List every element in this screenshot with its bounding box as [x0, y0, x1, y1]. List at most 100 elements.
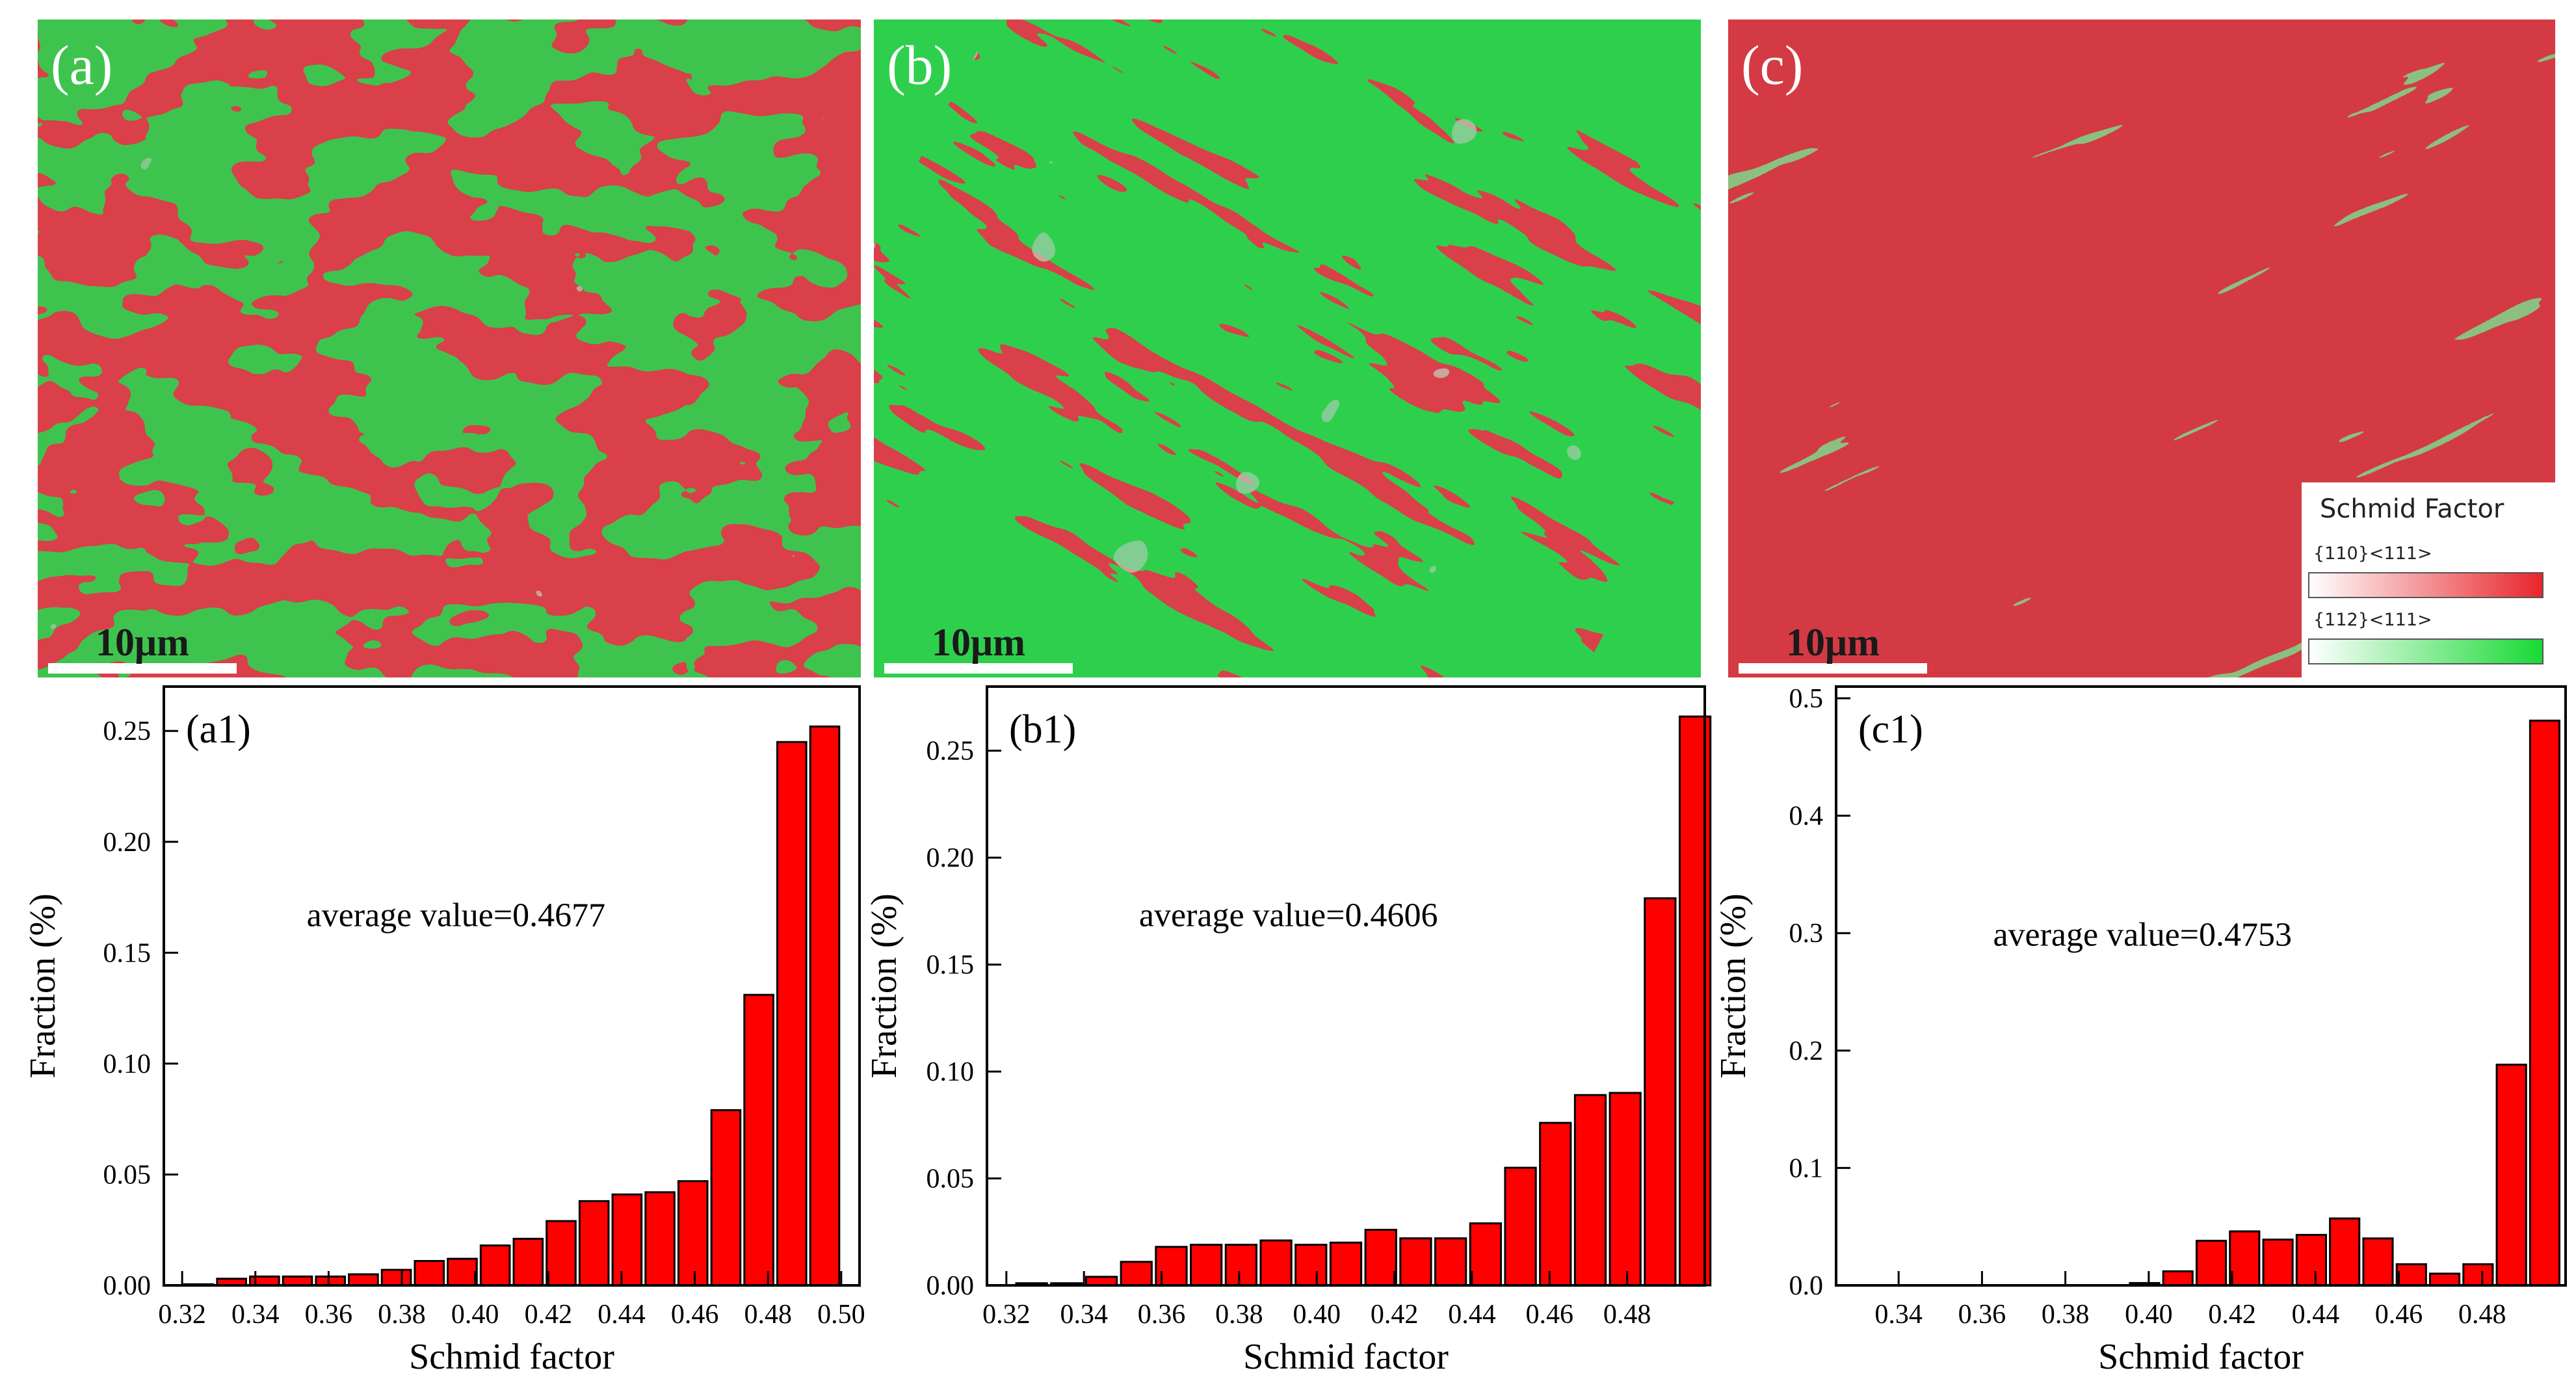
x-tick-label-2: 0.36	[305, 1300, 353, 1330]
y-tick-label-5: 0.25	[927, 737, 975, 767]
bar-15	[1539, 1122, 1572, 1287]
x-tick-label-0: 0.34	[1874, 1300, 1923, 1330]
legend-label-110: {110}<111>	[2313, 544, 2432, 564]
x-tick-label-6: 0.46	[2375, 1300, 2423, 1330]
average-value-annotation: average value=0.4606	[1139, 897, 1438, 934]
bar-18	[776, 741, 808, 1287]
bar-19	[809, 725, 841, 1287]
plot-frame	[986, 685, 1706, 1287]
legend-gradient-110	[2308, 572, 2543, 598]
plot-frame	[1835, 685, 2567, 1287]
x-tick-label-7: 0.46	[1526, 1300, 1574, 1330]
average-value-annotation: average value=0.4677	[307, 897, 606, 934]
map-c-scale-label: 10μm	[1786, 621, 1880, 664]
bar-4	[2262, 1239, 2294, 1287]
bar-7	[1259, 1239, 1293, 1287]
histogram-a1: 0.00 0.05 0.10 0.15 0.20 0.25 0.32 0.34 0.36 0.38…	[0, 683, 865, 1379]
bar-9	[1329, 1241, 1363, 1287]
x-axis-label: Schmid factor	[1243, 1337, 1449, 1377]
histogram-a1-svg: 0.00 0.05 0.10 0.15 0.20 0.25 0.32 0.34 0.36 0.38…	[23, 685, 865, 1377]
bar-12	[578, 1200, 610, 1287]
histogram-c1: 0.0 0.1 0.2 0.3 0.4 0.5 0.34 0.36 0.38 0.40 0.42 0.…	[1713, 683, 2576, 1379]
bar-11	[545, 1220, 577, 1287]
bar-2	[249, 1275, 280, 1287]
y-tick-label-4: 0.4	[1789, 802, 1824, 832]
bar-14	[1504, 1166, 1537, 1287]
x-tick-label-5: 0.44	[2292, 1300, 2340, 1330]
map-c-label: (c)	[1741, 34, 1804, 96]
bar-13	[611, 1193, 643, 1287]
x-tick-label-1: 0.34	[231, 1300, 280, 1330]
y-tick-label-5: 0.25	[103, 716, 151, 746]
bar-16	[710, 1109, 742, 1287]
plot-frame	[163, 685, 861, 1287]
map-a-scale-label: 10μm	[96, 621, 189, 664]
y-tick-label-0: 0.0	[1789, 1271, 1824, 1301]
bar-3	[1120, 1261, 1153, 1287]
y-tick-label-0: 0.00	[103, 1271, 151, 1301]
bar-12	[2529, 719, 2561, 1287]
bar-7	[414, 1259, 445, 1287]
x-axis-label: Schmid factor	[2098, 1337, 2304, 1377]
bar-9	[2429, 1272, 2461, 1287]
bar-10	[1364, 1228, 1397, 1287]
bar-6	[2329, 1217, 2361, 1287]
map-a: (a) 10μm	[38, 20, 861, 677]
bar-17	[1609, 1092, 1642, 1287]
histogram-b1: 0.00 0.05 0.10 0.15 0.20 0.25 0.32 0.34 0.36 0.38…	[864, 683, 1723, 1379]
bar-4	[315, 1275, 347, 1287]
x-tick-label-1: 0.36	[1958, 1300, 2006, 1330]
panel-label: (b1)	[1009, 707, 1076, 752]
x-tick-label-2: 0.36	[1138, 1300, 1186, 1330]
map-a-texture	[38, 20, 861, 677]
x-tick-label-2: 0.38	[2042, 1300, 2090, 1330]
legend-title: Schmid Factor	[2320, 494, 2504, 524]
y-tick-label-0: 0.00	[927, 1271, 975, 1301]
y-tick-label-4: 0.20	[927, 843, 975, 873]
x-tick-label-4: 0.40	[451, 1300, 499, 1330]
x-tick-label-9: 0.50	[817, 1300, 865, 1330]
histogram-c1-svg: 0.0 0.1 0.2 0.3 0.4 0.5 0.34 0.36 0.38 0.40 0.42 0.…	[1713, 684, 2567, 1377]
y-tick-label-1: 0.05	[927, 1164, 975, 1194]
bar-3	[2229, 1230, 2261, 1287]
x-tick-label-8: 0.48	[744, 1300, 792, 1330]
average-value-annotation: average value=0.4753	[1993, 916, 2292, 953]
bar-2	[2195, 1239, 2228, 1287]
bar-5	[1190, 1244, 1223, 1287]
bar-10	[512, 1237, 544, 1287]
x-tick-label-3: 0.38	[1215, 1300, 1263, 1330]
map-c-scale-bar: 10μm	[1739, 623, 1927, 674]
bar-6	[380, 1268, 412, 1287]
bar-10	[2462, 1263, 2494, 1287]
x-tick-label-3: 0.40	[2125, 1300, 2173, 1330]
y-axis-label: Fraction (%)	[1713, 893, 1754, 1079]
x-tick-label-6: 0.44	[1448, 1300, 1496, 1330]
bar-9	[479, 1244, 511, 1287]
map-a-scale-line	[48, 663, 237, 674]
histogram-b1-svg: 0.00 0.05 0.10 0.15 0.20 0.25 0.32 0.34 0.36 0.38…	[864, 685, 1712, 1377]
bar-6	[1224, 1244, 1258, 1287]
x-tick-label-5: 0.42	[1371, 1300, 1419, 1330]
schmid-factor-legend: Schmid Factor {110}<111> {112}<111>	[2302, 482, 2555, 677]
legend-label-112: {112}<111>	[2313, 610, 2432, 630]
map-c-scale-line	[1739, 663, 1927, 674]
map-b-scale-bar: 10μm	[884, 623, 1073, 674]
x-tick-label-0: 0.32	[158, 1300, 206, 1330]
y-tick-label-3: 0.15	[103, 938, 151, 968]
map-b-label: (b)	[887, 34, 953, 96]
bar-3	[282, 1275, 313, 1287]
bar-15	[677, 1180, 709, 1287]
map-b-texture	[874, 20, 1701, 677]
x-tick-label-6: 0.44	[598, 1300, 646, 1330]
bar-5	[2295, 1233, 2327, 1287]
x-tick-label-3: 0.38	[378, 1300, 426, 1330]
bar-8	[447, 1257, 478, 1287]
bar-7	[2362, 1237, 2394, 1287]
bar-8	[1295, 1244, 1328, 1287]
y-axis-label: Fraction (%)	[23, 893, 63, 1079]
y-tick-label-5: 0.5	[1789, 684, 1824, 714]
x-tick-label-0: 0.32	[982, 1300, 1031, 1330]
y-tick-label-3: 0.3	[1789, 919, 1824, 949]
y-tick-label-1: 0.05	[103, 1160, 151, 1190]
map-b-scale-label: 10μm	[932, 621, 1025, 664]
